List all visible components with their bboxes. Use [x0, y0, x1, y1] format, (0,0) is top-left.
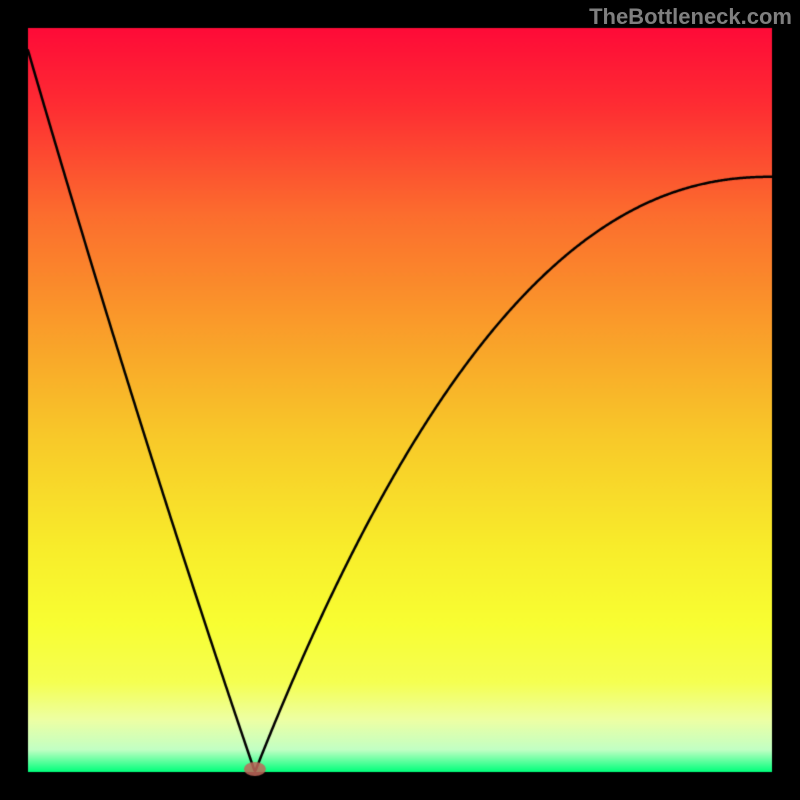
bottleneck-chart-canvas [0, 0, 800, 800]
chart-container: TheBottleneck.com [0, 0, 800, 800]
watermark-label: TheBottleneck.com [589, 4, 792, 30]
